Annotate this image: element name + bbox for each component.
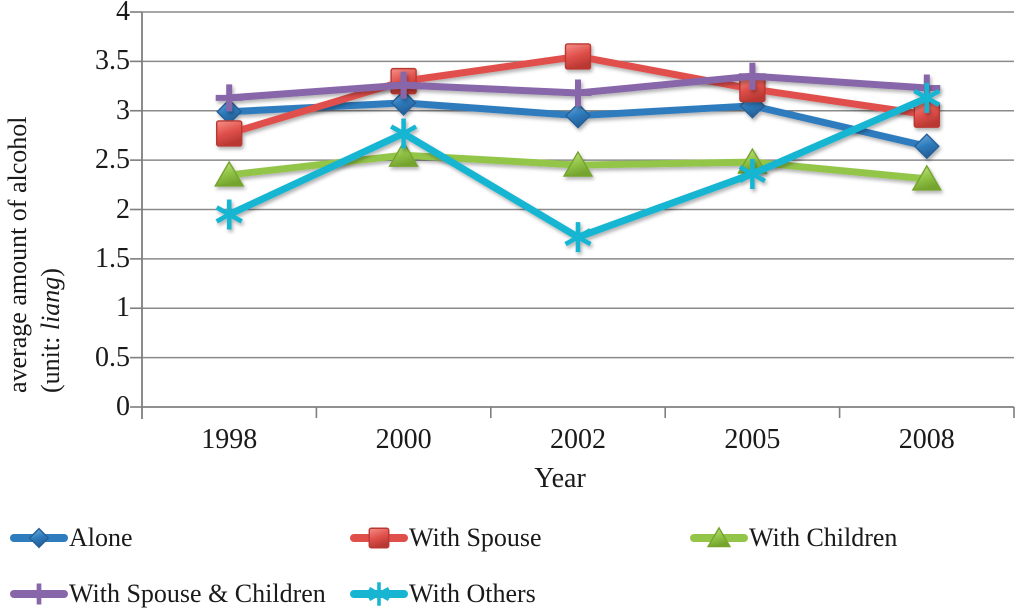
legend-label: Alone — [69, 523, 133, 552]
y-axis-title-line1: average amount of alcohol — [3, 116, 32, 394]
triangle-marker — [706, 526, 732, 548]
asterisk-marker — [738, 158, 767, 189]
plus-marker — [28, 583, 50, 605]
diamond-marker — [565, 102, 591, 129]
triangle-marker — [562, 150, 594, 177]
asterisk-marker — [564, 222, 592, 253]
y-tick-label: 2.5 — [95, 144, 130, 176]
square-marker — [564, 43, 592, 70]
asterisk-legend-marker — [350, 582, 408, 606]
plus-legend-marker — [10, 583, 68, 605]
y-tick-label: 0 — [116, 391, 130, 422]
y-tick-label: 1.5 — [95, 242, 130, 274]
series-with-others — [215, 82, 941, 253]
legend-label: With Spouse — [409, 523, 542, 552]
diamond-marker — [390, 89, 417, 116]
asterisk-marker — [368, 582, 390, 606]
x-tick-label: 2005 — [724, 424, 781, 455]
legend-label: With Others — [409, 579, 536, 608]
y-axis-unit: liang — [36, 276, 65, 331]
legend-item-alone: Alone — [10, 522, 133, 554]
square-marker — [215, 120, 243, 147]
series-with-spouse-children — [215, 62, 941, 112]
y-tick-label: 3.5 — [95, 45, 130, 77]
square-legend-marker — [350, 527, 408, 549]
y-tick-label: 3 — [116, 94, 130, 126]
triangle-marker — [911, 164, 943, 191]
triangle-legend-marker — [690, 526, 748, 548]
legend-label: With Children — [749, 523, 898, 552]
diamond-legend-marker — [10, 527, 68, 549]
x-tick-label: 2002 — [550, 424, 606, 455]
x-tick-label: 2000 — [375, 424, 432, 455]
legend-item-with-spouse-children: With Spouse & Children — [10, 578, 326, 609]
x-tick-label: 2008 — [898, 424, 955, 455]
legend-item-with-others: With Others — [350, 578, 536, 609]
triangle-marker — [388, 140, 419, 167]
y-tick-label: 0.5 — [95, 341, 130, 373]
diamond-marker — [913, 133, 940, 160]
legend-label: With Spouse & Children — [69, 579, 326, 608]
asterisk-marker — [913, 82, 941, 113]
triangle-marker — [213, 160, 245, 187]
legend-item-with-children: With Children — [690, 522, 897, 554]
asterisk-marker — [215, 199, 243, 230]
plus-marker — [738, 62, 766, 90]
x-axis-title: Year — [534, 463, 586, 494]
y-tick-label: 4 — [116, 0, 130, 27]
y-tick-label: 2 — [116, 193, 130, 225]
square-marker — [368, 527, 390, 549]
diamond-marker — [28, 527, 50, 549]
series-with-spouse — [215, 43, 940, 147]
plus-marker — [390, 71, 418, 99]
x-tick-label: 1998 — [201, 424, 258, 455]
asterisk-marker — [389, 118, 418, 149]
plus-marker — [215, 84, 243, 112]
legend-item-with-spouse: With Spouse — [350, 522, 542, 554]
series-with-children — [213, 140, 943, 191]
y-axis-title-line2: (unit: liang) — [36, 268, 65, 393]
plus-marker — [564, 79, 592, 107]
y-tick-label: 1 — [116, 292, 130, 324]
y-axis-title: average amount of alcohol (unit: liang) — [1, 13, 67, 394]
